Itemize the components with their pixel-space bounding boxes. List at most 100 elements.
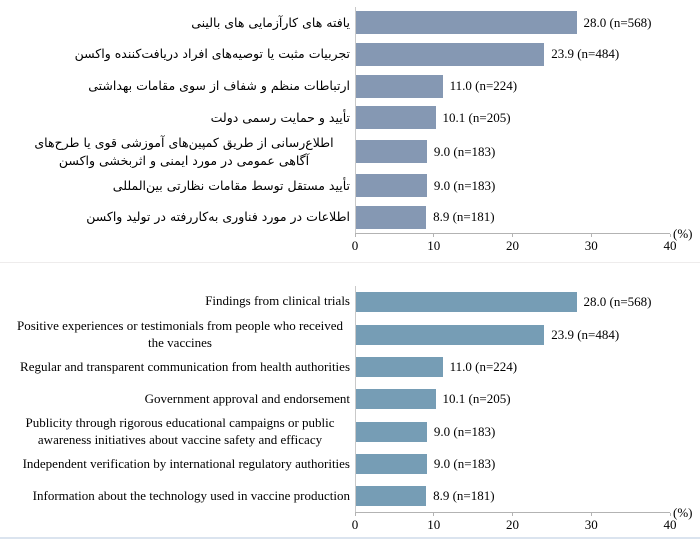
category-label-cell: Information about the technology used in…	[0, 488, 355, 505]
category-label-cell: اطلاعات در مورد فناوری به‌کاررفته در تول…	[0, 208, 355, 226]
x-axis-tick-mark	[669, 234, 671, 237]
bar-track: 28.0 (n=568)	[355, 291, 675, 312]
category-label: Government approval and endorsement	[144, 390, 350, 406]
bar-row: ارتباطات منظم و شفاف از سوی مقامات بهداش…	[0, 70, 700, 102]
bar-row: Independent verification by internationa…	[0, 449, 700, 481]
page-bottom-edge-line	[0, 537, 700, 539]
x-tick-label: 0	[351, 517, 359, 532]
category-label-cell: Findings from clinical trials	[0, 293, 355, 310]
y-axis-line	[355, 286, 356, 512]
x-tick-label: 40	[663, 238, 677, 253]
y-axis-line	[355, 7, 356, 233]
bar-row: تأیید و حمایت رسمی دولت 10.1 (n=205)	[0, 102, 700, 134]
category-label: اطلاع‌رسانی از طریق کمپین‌های آموزشی قوی…	[34, 134, 334, 168]
value-label: 10.1 (n=205)	[442, 391, 511, 406]
value-label: 9.0 (n=183)	[433, 423, 496, 439]
value-label: 11.0 (n=224)	[449, 78, 518, 94]
persian-chart-panel: یافته های کارآزمایی های بالینی 28.0 (n=56…	[0, 0, 700, 262]
category-label-cell: Regular and transparent communication fr…	[0, 359, 355, 376]
bar	[356, 389, 436, 409]
bar-row: تجربیات مثبت یا توصیه‌های افراد دریافت‌ک…	[0, 39, 700, 71]
panel-divider-line	[0, 262, 700, 263]
category-label-cell: Government approval and endorsement	[0, 391, 355, 408]
bar-track: 23.9 (n=484)	[355, 324, 675, 345]
bar	[356, 454, 427, 475]
bar	[356, 291, 577, 312]
x-axis-tick-mark	[512, 513, 513, 516]
bar	[356, 421, 427, 442]
x-tick-label: 10	[427, 517, 441, 532]
x-tick-label: 30	[584, 517, 598, 532]
bar-track: 9.0 (n=183)	[355, 174, 675, 198]
bar-row: Regular and transparent communication fr…	[0, 351, 700, 383]
value-label: 28.0 (n=568)	[583, 14, 652, 30]
bar-row: یافته های کارآزمایی های بالینی 28.0 (n=56…	[0, 7, 700, 39]
value-label: 8.9 (n=181)	[433, 209, 495, 225]
english-chart-plot-area: Findings from clinical trials 28.0 (n=568…	[0, 286, 700, 512]
category-label-cell: Publicity through rigorous educational c…	[0, 415, 355, 449]
x-tick-label: 10	[427, 238, 441, 253]
category-label: تجربیات مثبت یا توصیه‌های افراد دریافت‌ک…	[74, 46, 350, 62]
category-label-cell: تأیید مستقل توسط مقامات نظارتی بین‌الملل…	[0, 177, 355, 195]
value-label: 11.0 (n=224)	[449, 359, 518, 375]
bar-row: اطلاع‌رسانی از طریق کمپین‌های آموزشی قوی…	[0, 134, 700, 170]
category-label: Publicity through rigorous educational c…	[25, 414, 335, 447]
bar-track: 11.0 (n=224)	[355, 74, 675, 98]
bar-row: تأیید مستقل توسط مقامات نظارتی بین‌الملل…	[0, 170, 700, 202]
x-axis-tick-mark	[512, 234, 513, 237]
x-tick-label: 20	[506, 238, 519, 253]
bar-row: Positive experiences or testimonials fro…	[0, 318, 700, 352]
category-label-cell: ارتباطات منظم و شفاف از سوی مقامات بهداش…	[0, 77, 355, 95]
bar	[356, 324, 545, 345]
bar-track: 9.0 (n=183)	[355, 421, 675, 442]
x-axis-tick-mark	[354, 513, 356, 516]
x-tick-label: 20	[506, 517, 519, 532]
category-label: Independent verification by internationa…	[22, 456, 350, 472]
x-axis-tick-mark	[433, 234, 435, 237]
bar-track: 9.0 (n=183)	[355, 454, 675, 475]
bar-track: 8.9 (n=181)	[355, 205, 675, 229]
bar-track: 9.0 (n=183)	[355, 140, 675, 164]
value-label: 8.9 (n=181)	[433, 488, 495, 504]
category-label: تأیید مستقل توسط مقامات نظارتی بین‌الملل…	[112, 177, 350, 193]
category-label-cell: تأیید و حمایت رسمی دولت	[0, 109, 355, 127]
x-axis-tick-mark	[433, 513, 435, 516]
value-label: 9.0 (n=183)	[433, 143, 496, 159]
category-label-cell: یافته های کارآزمایی های بالینی	[0, 14, 355, 32]
category-label: ارتباطات منظم و شفاف از سوی مقامات بهداش…	[88, 78, 350, 93]
x-axis-unit-label: (%)	[673, 226, 693, 241]
x-axis-tick-mark	[354, 234, 356, 237]
category-label: اطلاعات در مورد فناوری به‌کاررفته در تول…	[86, 209, 350, 225]
bar	[356, 205, 427, 229]
value-label: 9.0 (n=183)	[433, 177, 496, 193]
persian-chart-plot-area: یافته های کارآزمایی های بالینی 28.0 (n=56…	[0, 7, 700, 233]
category-label-cell: Positive experiences or testimonials fro…	[0, 318, 355, 352]
bar-row: Publicity through rigorous educational c…	[0, 415, 700, 449]
value-label: 9.0 (n=183)	[433, 456, 496, 472]
value-label: 10.1 (n=205)	[442, 109, 511, 125]
bar-row: Findings from clinical trials 28.0 (n=568…	[0, 286, 700, 318]
category-label: Information about the technology used in…	[32, 487, 350, 503]
english-chart-panel: Findings from clinical trials 28.0 (n=568…	[0, 262, 700, 545]
bar	[356, 357, 443, 378]
bar-row: اطلاعات در مورد فناوری به‌کاررفته در تول…	[0, 201, 700, 233]
value-label: 28.0 (n=568)	[583, 293, 652, 309]
bar-track: 10.1 (n=205)	[355, 106, 675, 130]
x-axis-tick-mark	[590, 513, 592, 516]
category-label: Findings from clinical trials	[205, 293, 350, 309]
x-tick-label: 0	[351, 238, 359, 253]
x-tick-label: 30	[584, 238, 598, 253]
value-label: 23.9 (n=484)	[551, 326, 620, 342]
x-axis-tick-mark	[669, 513, 671, 516]
bar-track: 28.0 (n=568)	[355, 11, 675, 35]
bar-row: Government approval and endorsement 10.1 …	[0, 383, 700, 415]
category-label-cell: تجربیات مثبت یا توصیه‌های افراد دریافت‌ک…	[0, 45, 355, 63]
persian-chart-x-axis: 0 10 20 30 40 (%)	[352, 226, 693, 257]
english-chart-x-axis: 0 10 20 30 40 (%)	[352, 505, 693, 536]
x-axis-unit-label: (%)	[673, 505, 693, 520]
bar	[356, 486, 427, 507]
category-label: Positive experiences or testimonials fro…	[17, 317, 343, 350]
bar-track: 8.9 (n=181)	[355, 486, 675, 507]
bar	[356, 140, 427, 164]
